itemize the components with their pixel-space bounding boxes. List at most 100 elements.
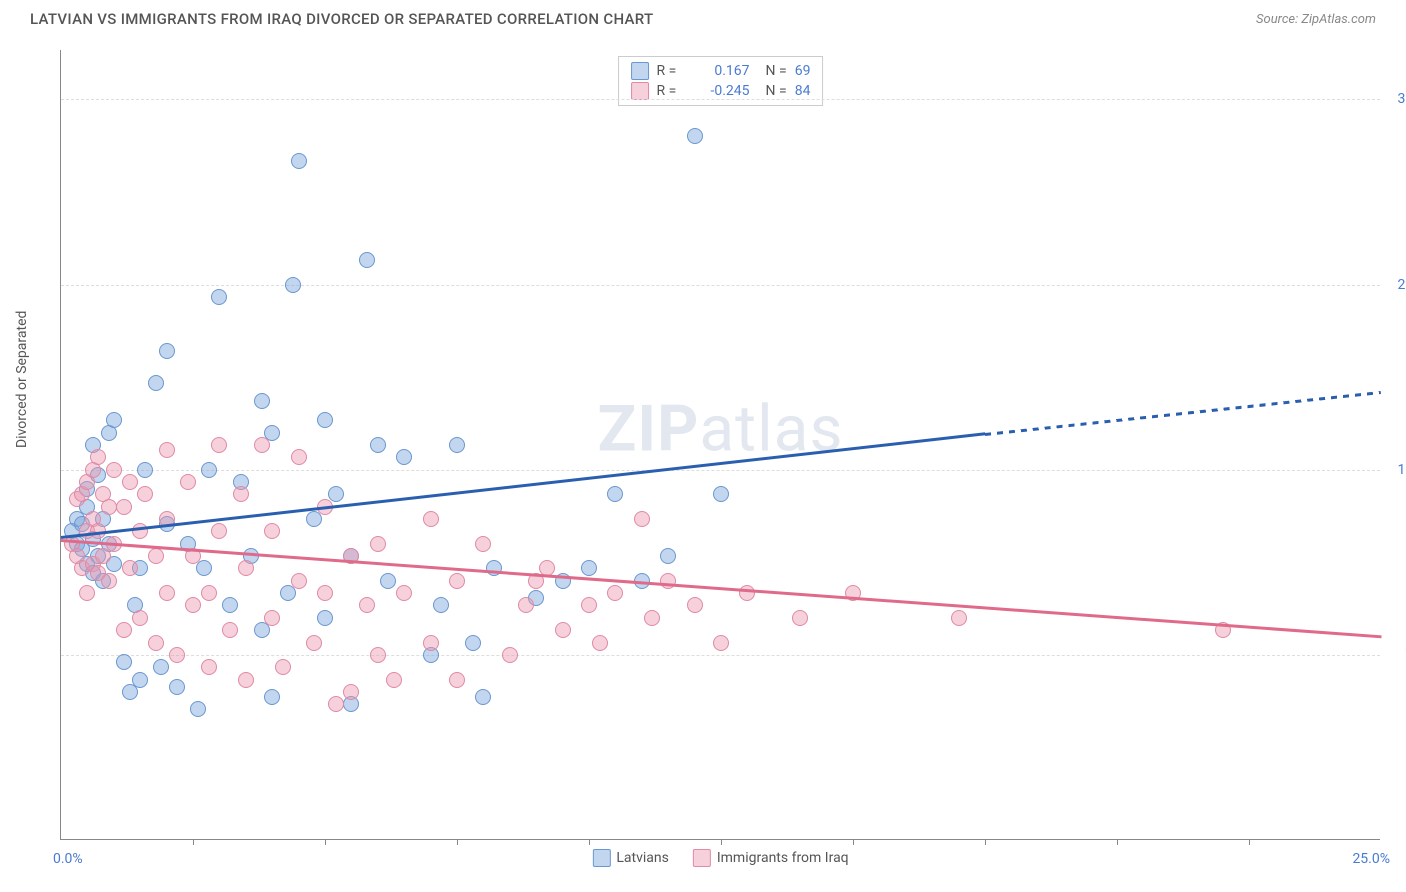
x-tick	[985, 839, 986, 845]
series-legend-item: Immigrants from Iraq	[693, 849, 849, 867]
data-point	[475, 689, 491, 705]
data-point	[475, 536, 491, 552]
n-label: N =	[766, 83, 787, 99]
data-point	[238, 672, 254, 688]
data-point	[201, 659, 217, 675]
series-legend: LatviansImmigrants from Iraq	[592, 849, 848, 867]
data-point	[201, 462, 217, 478]
data-point	[951, 610, 967, 626]
data-point	[254, 437, 270, 453]
n-label: N =	[766, 63, 787, 79]
watermark-light: atlas	[699, 391, 843, 466]
data-point	[169, 679, 185, 695]
data-point	[148, 548, 164, 564]
data-point	[359, 597, 375, 613]
data-point	[79, 585, 95, 601]
data-point	[370, 536, 386, 552]
data-point	[169, 647, 185, 663]
data-point	[222, 622, 238, 638]
data-point	[291, 153, 307, 169]
data-point	[285, 277, 301, 293]
data-point	[343, 684, 359, 700]
title-bar: LATVIAN VS IMMIGRANTS FROM IRAQ DIVORCED…	[0, 0, 1406, 36]
data-point	[185, 597, 201, 613]
x-tick	[853, 839, 854, 845]
watermark-bold: ZIP	[598, 391, 700, 466]
data-point	[137, 486, 153, 502]
data-point	[423, 635, 439, 651]
data-point	[423, 511, 439, 527]
data-point	[328, 696, 344, 712]
data-point	[132, 672, 148, 688]
legend-swatch	[631, 82, 649, 100]
grid-line	[61, 655, 1380, 656]
data-point	[687, 597, 703, 613]
data-point	[190, 701, 206, 717]
data-point	[317, 610, 333, 626]
data-point	[465, 635, 481, 651]
data-point	[386, 672, 402, 688]
data-point	[254, 393, 270, 409]
chart-area: ZIPatlas 0.0% 25.0% R =0.167N =69R =-0.2…	[60, 50, 1380, 840]
trend-line	[61, 433, 985, 539]
data-point	[106, 462, 122, 478]
data-point	[291, 449, 307, 465]
x-tick	[1249, 839, 1250, 845]
data-point	[634, 511, 650, 527]
data-point	[159, 343, 175, 359]
stats-legend-row: R =0.167N =69	[631, 61, 811, 81]
data-point	[180, 474, 196, 490]
data-point	[502, 647, 518, 663]
y-tick-label: 22.5%	[1397, 277, 1406, 293]
data-point	[592, 635, 608, 651]
grid-line	[61, 99, 1380, 100]
grid-line	[61, 285, 1380, 286]
y-axis-label: Divorced or Separated	[14, 311, 30, 448]
data-point	[370, 437, 386, 453]
data-point	[739, 585, 755, 601]
data-point	[264, 610, 280, 626]
data-point	[159, 442, 175, 458]
stats-legend-row: R =-0.245N =84	[631, 81, 811, 101]
data-point	[687, 128, 703, 144]
legend-swatch	[592, 849, 610, 867]
data-point	[211, 523, 227, 539]
data-point	[396, 585, 412, 601]
data-point	[116, 654, 132, 670]
data-point	[196, 560, 212, 576]
x-tick	[589, 839, 590, 845]
grid-line	[61, 470, 1380, 471]
data-point	[211, 437, 227, 453]
legend-swatch	[631, 62, 649, 80]
data-point	[264, 523, 280, 539]
data-point	[380, 573, 396, 589]
data-point	[222, 597, 238, 613]
data-point	[116, 499, 132, 515]
data-point	[106, 412, 122, 428]
data-point	[122, 560, 138, 576]
watermark: ZIPatlas	[598, 391, 844, 466]
x-max-label: 25.0%	[1352, 851, 1390, 867]
data-point	[607, 585, 623, 601]
x-tick	[325, 839, 326, 845]
data-point	[449, 437, 465, 453]
data-point	[713, 486, 729, 502]
data-point	[306, 635, 322, 651]
data-point	[211, 289, 227, 305]
x-tick	[721, 839, 722, 845]
data-point	[555, 622, 571, 638]
r-label: R =	[657, 83, 687, 99]
data-point	[264, 689, 280, 705]
data-point	[449, 672, 465, 688]
x-tick	[193, 839, 194, 845]
source-label: Source: ZipAtlas.com	[1256, 12, 1376, 27]
data-point	[713, 635, 729, 651]
y-tick-label: 15.0%	[1397, 462, 1406, 478]
series-name: Immigrants from Iraq	[717, 850, 849, 866]
data-point	[101, 573, 117, 589]
data-point	[660, 573, 676, 589]
data-point	[159, 585, 175, 601]
data-point	[359, 252, 375, 268]
data-point	[607, 486, 623, 502]
data-point	[201, 585, 217, 601]
